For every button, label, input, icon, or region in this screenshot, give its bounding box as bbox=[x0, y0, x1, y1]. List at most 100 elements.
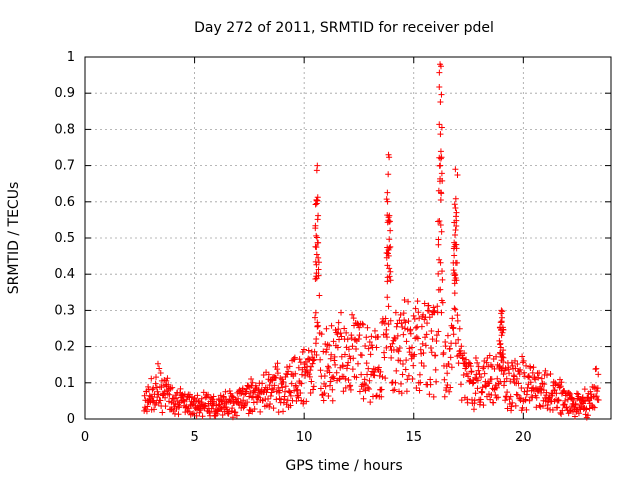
data-point bbox=[267, 401, 274, 408]
data-point bbox=[423, 331, 430, 338]
data-point bbox=[404, 376, 411, 383]
data-point bbox=[371, 327, 378, 334]
data-point bbox=[387, 343, 394, 350]
data-point bbox=[595, 397, 602, 404]
data-point bbox=[498, 327, 505, 334]
data-point bbox=[305, 347, 312, 354]
data-point bbox=[306, 371, 313, 378]
data-point bbox=[349, 311, 356, 318]
data-point bbox=[312, 201, 319, 208]
data-point bbox=[439, 276, 446, 283]
data-point bbox=[437, 222, 444, 229]
data-point bbox=[417, 379, 424, 386]
data-point bbox=[345, 346, 352, 353]
data-point bbox=[362, 343, 369, 350]
data-point bbox=[340, 363, 347, 370]
data-point bbox=[361, 376, 368, 383]
data-point bbox=[382, 315, 389, 322]
data-point bbox=[385, 303, 392, 310]
data-point bbox=[499, 353, 506, 360]
data-point bbox=[321, 373, 328, 380]
data-point bbox=[422, 334, 429, 341]
data-point bbox=[349, 343, 356, 350]
data-point bbox=[375, 364, 382, 371]
data-point bbox=[558, 379, 565, 386]
data-point bbox=[313, 234, 320, 241]
data-point bbox=[315, 212, 322, 219]
data-point bbox=[547, 370, 554, 377]
data-point bbox=[563, 404, 570, 411]
data-point bbox=[363, 360, 370, 367]
data-point bbox=[310, 357, 317, 364]
data-point bbox=[280, 378, 287, 385]
data-point bbox=[571, 413, 578, 420]
x-tick-label: 5 bbox=[190, 430, 198, 445]
data-point bbox=[519, 353, 526, 360]
data-point bbox=[504, 389, 511, 396]
data-point bbox=[157, 397, 164, 404]
data-point bbox=[383, 344, 390, 351]
data-point bbox=[570, 396, 577, 403]
data-point bbox=[378, 393, 385, 400]
data-point bbox=[494, 375, 501, 382]
data-point bbox=[317, 367, 324, 374]
y-tick-label: 0.4 bbox=[54, 267, 75, 282]
data-point bbox=[219, 412, 226, 419]
data-point bbox=[309, 360, 316, 367]
data-point bbox=[453, 217, 460, 224]
data-point bbox=[335, 319, 342, 326]
data-point bbox=[438, 228, 445, 235]
data-point bbox=[398, 320, 405, 327]
data-point bbox=[437, 131, 444, 138]
data-point bbox=[533, 404, 540, 411]
data-point bbox=[450, 324, 457, 331]
data-point bbox=[412, 305, 419, 312]
data-point bbox=[519, 404, 526, 411]
data-point bbox=[508, 359, 515, 366]
data-point bbox=[270, 405, 277, 412]
data-point bbox=[169, 384, 176, 391]
data-point bbox=[396, 345, 403, 352]
data-point bbox=[474, 385, 481, 392]
data-point bbox=[449, 315, 456, 322]
data-point bbox=[352, 336, 359, 343]
data-point bbox=[297, 359, 304, 366]
data-point bbox=[194, 392, 201, 399]
data-point bbox=[314, 194, 321, 201]
data-point bbox=[359, 320, 366, 327]
data-point bbox=[313, 197, 320, 204]
data-point bbox=[336, 336, 343, 343]
data-point bbox=[233, 412, 240, 419]
data-point bbox=[367, 399, 374, 406]
data-point bbox=[326, 342, 333, 349]
data-point bbox=[330, 338, 337, 345]
data-point bbox=[470, 379, 477, 386]
data-point bbox=[196, 409, 203, 416]
data-point bbox=[257, 408, 264, 415]
data-point bbox=[425, 302, 432, 309]
data-point bbox=[498, 319, 505, 326]
data-point bbox=[566, 407, 573, 414]
data-point bbox=[387, 243, 394, 250]
data-point bbox=[512, 357, 519, 364]
data-point bbox=[488, 376, 495, 383]
data-point bbox=[513, 375, 520, 382]
data-point bbox=[452, 166, 459, 173]
data-point bbox=[541, 381, 548, 388]
data-point bbox=[365, 365, 372, 372]
data-point bbox=[480, 363, 487, 370]
data-point bbox=[325, 364, 332, 371]
data-point bbox=[265, 395, 272, 402]
data-point bbox=[428, 327, 435, 334]
data-point bbox=[403, 357, 410, 364]
data-point bbox=[394, 332, 401, 339]
data-point bbox=[481, 370, 488, 377]
data-point bbox=[314, 323, 321, 330]
data-point bbox=[498, 365, 505, 372]
data-point bbox=[381, 320, 388, 327]
data-point bbox=[436, 218, 443, 225]
data-point bbox=[460, 372, 467, 379]
data-point bbox=[447, 354, 454, 361]
data-point bbox=[437, 61, 444, 68]
data-point bbox=[471, 397, 478, 404]
